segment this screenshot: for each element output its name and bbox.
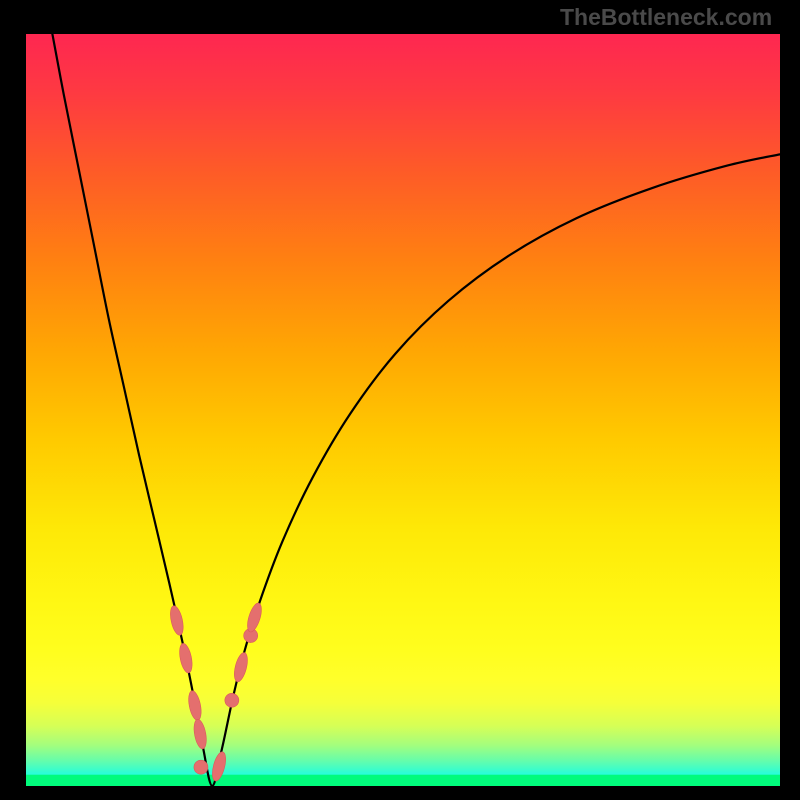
chart-svg (26, 34, 780, 786)
data-point (225, 693, 239, 707)
data-point (194, 760, 208, 774)
bottleneck-chart (26, 34, 780, 786)
watermark-text: TheBottleneck.com (560, 4, 772, 31)
